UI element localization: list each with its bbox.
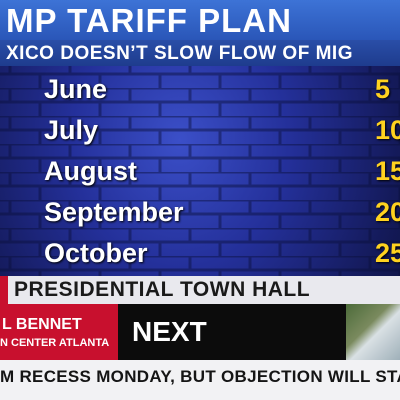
month-label: August	[44, 156, 137, 186]
schedule-row: October 25	[0, 238, 400, 276]
host-location: N CENTER ATLANTA	[0, 337, 110, 349]
next-label: NEXT	[132, 316, 207, 347]
up-next-box: NEXT	[118, 304, 346, 360]
schedule-row: June 5	[0, 74, 400, 112]
show-banner-accent	[0, 276, 8, 304]
tariff-value: 25	[375, 238, 400, 268]
headline-title: MP TARIFF PLAN	[6, 2, 292, 39]
month-label: October	[44, 238, 148, 268]
ticker-text: M RECESS MONDAY, BUT OBJECTION WILL STAL…	[0, 367, 400, 386]
tariff-value: 15	[375, 156, 400, 186]
preview-thumbnail	[346, 304, 400, 360]
tariff-value: 5	[375, 74, 391, 104]
month-label: June	[44, 74, 108, 104]
host-name: L BENNET	[2, 316, 82, 333]
brick-wall-background	[0, 60, 400, 280]
show-banner: PRESIDENTIAL TOWN HALL	[0, 276, 400, 304]
month-label: July	[44, 115, 99, 145]
news-ticker: M RECESS MONDAY, BUT OBJECTION WILL STAL…	[0, 360, 400, 400]
schedule-row: July 10	[0, 115, 400, 153]
schedule-row: August 15	[0, 156, 400, 194]
tariff-value: 10	[375, 115, 400, 145]
show-title: PRESIDENTIAL TOWN HALL	[14, 278, 311, 301]
month-label: September	[44, 197, 184, 227]
schedule-row: September 20	[0, 197, 400, 235]
lower-third: L BENNET N CENTER ATLANTA NEXT	[0, 304, 400, 360]
host-box: L BENNET N CENTER ATLANTA	[0, 304, 118, 360]
headline-subtitle: XICO DOESN’T SLOW FLOW OF MIG	[6, 43, 353, 64]
subtitle-banner: XICO DOESN’T SLOW FLOW OF MIG	[0, 40, 400, 66]
tariff-value: 20	[375, 197, 400, 227]
title-banner: MP TARIFF PLAN	[0, 0, 400, 42]
